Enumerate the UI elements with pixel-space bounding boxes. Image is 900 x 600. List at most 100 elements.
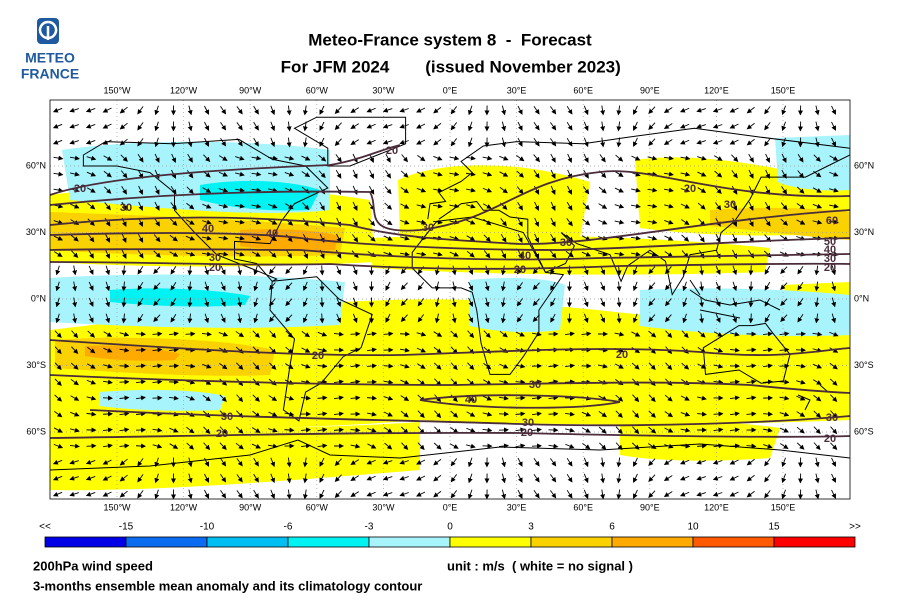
wind-arrow	[366, 395, 377, 401]
wind-arrow	[746, 379, 757, 385]
wind-arrow	[681, 346, 689, 354]
wind-arrow	[829, 155, 839, 161]
wind-arrow	[533, 106, 540, 115]
wind-arrow	[71, 250, 79, 259]
wind-arrow	[564, 379, 575, 385]
wind-arrow	[385, 153, 391, 163]
wind-arrow	[664, 266, 672, 275]
wind-arrow	[218, 219, 229, 225]
wind-arrow	[797, 282, 804, 291]
wind-arrow	[236, 490, 243, 499]
wind-arrow	[385, 297, 391, 307]
wind-arrow	[731, 170, 738, 179]
wind-arrow	[105, 249, 110, 259]
wind-arrow	[201, 331, 212, 337]
wind-arrow	[154, 489, 160, 499]
wind-arrow	[234, 187, 245, 193]
wind-arrow	[170, 185, 177, 195]
wind-arrow	[663, 475, 673, 482]
wind-arrow	[416, 347, 427, 353]
wind-arrow	[336, 201, 341, 212]
wind-arrow	[399, 475, 409, 481]
wind-arrow	[253, 457, 259, 467]
wind-arrow	[170, 265, 177, 275]
wind-arrow	[647, 251, 658, 257]
wind-arrow	[830, 442, 838, 450]
wind-arrow	[764, 218, 771, 227]
wind-arrow	[285, 314, 293, 323]
wind-arrow	[69, 459, 79, 465]
wind-arrow	[483, 330, 491, 339]
wind-arrow	[102, 443, 113, 449]
wind-arrow	[121, 185, 127, 195]
wind-arrow	[286, 137, 292, 148]
wind-arrow	[499, 186, 508, 194]
wind-arrow	[170, 281, 177, 291]
wind-arrow	[796, 379, 806, 385]
wind-arrow	[85, 491, 96, 497]
wind-arrow	[517, 489, 523, 499]
wind-arrow	[729, 139, 739, 145]
wind-arrow	[300, 427, 311, 433]
wind-arrow	[416, 123, 426, 129]
wind-arrow	[137, 458, 144, 467]
wind-arrow	[153, 298, 161, 306]
wind-arrow	[681, 234, 690, 242]
wind-arrow	[103, 155, 113, 161]
title: (issued November 2023)	[425, 57, 621, 76]
wind-arrow	[86, 411, 97, 417]
wind-arrow	[467, 473, 473, 484]
colorbar-label: 6	[609, 522, 615, 533]
wind-arrow	[55, 281, 61, 292]
wind-arrow	[764, 122, 771, 131]
wind-arrow	[399, 491, 409, 497]
wind-arrow	[632, 297, 638, 308]
wind-arrow	[237, 281, 243, 292]
wind-arrow	[416, 363, 426, 369]
wind-arrow	[482, 395, 493, 401]
wind-arrow	[350, 107, 360, 113]
wind-arrow	[814, 473, 820, 484]
wind-arrow	[450, 474, 458, 483]
wind-arrow	[253, 489, 259, 499]
wind-arrow	[71, 346, 79, 354]
lon-label: 150°W	[103, 502, 131, 512]
wind-arrow	[334, 138, 342, 147]
wind-arrow	[138, 201, 143, 212]
lon-label: 90°E	[640, 85, 660, 95]
wind-arrow	[185, 331, 196, 337]
unit-label: unit : m/s ( white = no signal )	[447, 558, 633, 573]
wind-arrow	[54, 378, 62, 386]
wind-arrow	[434, 410, 442, 419]
wind-arrow	[383, 411, 393, 417]
wind-arrow	[318, 154, 327, 162]
wind-arrow	[764, 138, 771, 147]
wind-arrow	[286, 121, 292, 132]
wind-arrow	[451, 297, 457, 308]
wind-arrow	[152, 331, 163, 337]
lon-label: 30°E	[507, 502, 527, 512]
wind-arrow	[796, 395, 806, 401]
lon-label: 0°E	[443, 85, 458, 95]
wind-arrow	[779, 427, 789, 433]
wind-arrow	[187, 265, 193, 276]
wind-arrow	[434, 265, 440, 276]
wind-arrow	[829, 362, 838, 370]
wind-arrow	[746, 363, 757, 369]
contour-label: 20	[216, 428, 228, 440]
wind-arrow	[350, 443, 361, 449]
wind-arrow	[517, 249, 523, 260]
wind-arrow	[699, 265, 705, 276]
wind-arrow	[697, 330, 706, 338]
wind-arrow	[70, 411, 80, 417]
wind-arrow	[814, 137, 820, 148]
wind-arrow	[679, 123, 690, 129]
wind-arrow	[137, 281, 144, 291]
wind-arrow	[86, 187, 96, 193]
wind-arrow	[204, 281, 210, 292]
wind-arrow	[252, 394, 260, 402]
wind-arrow	[186, 426, 195, 434]
wind-arrow	[334, 474, 342, 483]
wind-arrow	[714, 170, 723, 178]
wind-arrow	[762, 331, 773, 337]
